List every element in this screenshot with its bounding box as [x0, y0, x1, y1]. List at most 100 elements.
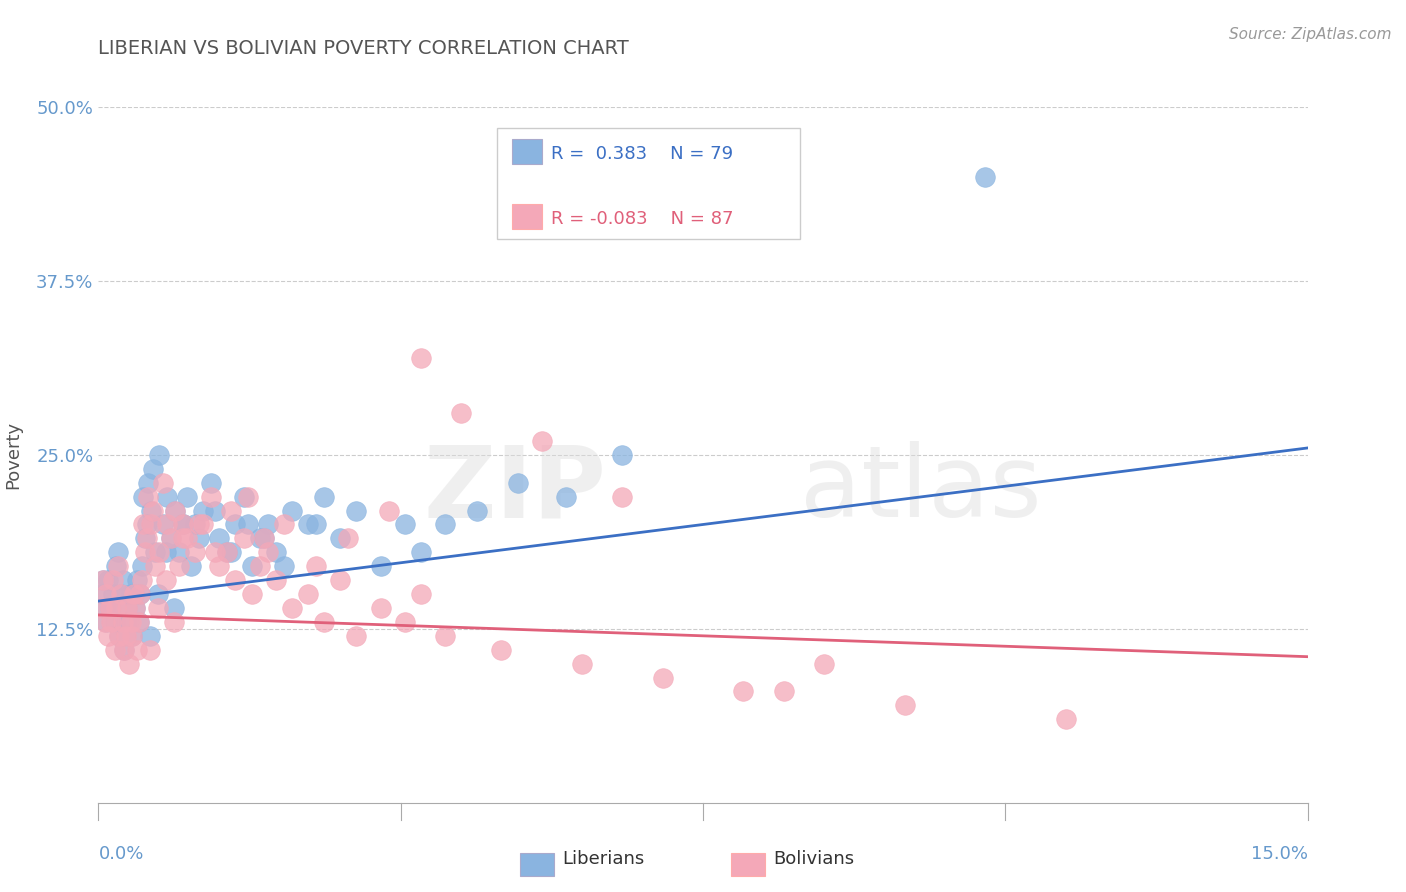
- Point: [107, 559, 129, 574]
- Point: [172, 532, 194, 546]
- Point: [651, 671, 673, 685]
- Point: [813, 657, 835, 671]
- Point: [111, 573, 134, 587]
- Point: [208, 532, 231, 546]
- Point: [217, 545, 239, 559]
- Point: [121, 629, 143, 643]
- Point: [612, 490, 634, 504]
- Point: [236, 517, 259, 532]
- Point: [155, 573, 177, 587]
- Point: [139, 629, 162, 643]
- Point: [249, 559, 271, 574]
- Point: [138, 490, 160, 504]
- Point: [329, 573, 352, 587]
- Point: [184, 517, 207, 532]
- Text: R = -0.083    N = 87: R = -0.083 N = 87: [551, 210, 734, 227]
- Point: [142, 462, 165, 476]
- Point: [143, 545, 166, 559]
- Point: [139, 642, 162, 657]
- Point: [172, 517, 194, 532]
- Point: [221, 503, 243, 517]
- Point: [264, 545, 287, 559]
- Point: [146, 587, 169, 601]
- Point: [96, 587, 118, 601]
- Point: [273, 517, 295, 532]
- Point: [253, 532, 276, 546]
- Point: [167, 545, 190, 559]
- Point: [409, 545, 432, 559]
- Point: [314, 615, 336, 629]
- Point: [370, 559, 392, 574]
- Point: [115, 601, 138, 615]
- Point: [128, 615, 150, 629]
- Point: [132, 517, 155, 532]
- Text: 15.0%: 15.0%: [1250, 845, 1308, 863]
- Point: [124, 601, 146, 615]
- Point: [152, 475, 174, 490]
- Point: [240, 559, 263, 574]
- Point: [155, 545, 177, 559]
- Point: [110, 587, 132, 601]
- Point: [176, 490, 198, 504]
- Point: [114, 629, 136, 643]
- Point: [193, 503, 215, 517]
- Point: [131, 573, 153, 587]
- Point: [91, 573, 114, 587]
- Point: [100, 601, 122, 615]
- Point: [121, 629, 143, 643]
- Point: [103, 615, 125, 629]
- Point: [232, 490, 254, 504]
- Point: [329, 532, 352, 546]
- Point: [571, 657, 593, 671]
- Point: [91, 587, 114, 601]
- Point: [204, 545, 226, 559]
- Point: [120, 587, 142, 601]
- Point: [409, 587, 432, 601]
- Point: [434, 629, 457, 643]
- Point: [204, 503, 226, 517]
- Point: [97, 573, 120, 587]
- Point: [184, 545, 207, 559]
- Point: [217, 545, 239, 559]
- Point: [163, 503, 186, 517]
- Point: [120, 615, 142, 629]
- Point: [256, 517, 278, 532]
- Point: [297, 517, 319, 532]
- Point: [101, 573, 124, 587]
- Point: [377, 503, 399, 517]
- Text: 0.0%: 0.0%: [98, 845, 143, 863]
- Point: [114, 615, 136, 629]
- Point: [118, 615, 141, 629]
- Point: [105, 559, 128, 574]
- Point: [163, 503, 186, 517]
- Point: [612, 448, 634, 462]
- Point: [98, 601, 121, 615]
- Point: [124, 601, 146, 615]
- Point: [172, 517, 194, 532]
- Point: [232, 532, 254, 546]
- Point: [135, 532, 157, 546]
- Point: [236, 490, 259, 504]
- Point: [394, 615, 416, 629]
- Point: [118, 657, 141, 671]
- Point: [160, 532, 183, 546]
- Point: [115, 601, 138, 615]
- Point: [172, 517, 194, 532]
- Point: [135, 517, 157, 532]
- Point: [530, 434, 553, 448]
- Text: Bolivians: Bolivians: [773, 850, 855, 868]
- Point: [91, 601, 114, 615]
- Point: [193, 517, 215, 532]
- Point: [506, 475, 529, 490]
- Point: [139, 503, 162, 517]
- Point: [221, 545, 243, 559]
- Point: [107, 629, 129, 643]
- Point: [156, 490, 179, 504]
- Point: [208, 559, 231, 574]
- Point: [127, 573, 149, 587]
- Point: [893, 698, 915, 713]
- Point: [200, 490, 222, 504]
- Point: [98, 601, 121, 615]
- Point: [122, 587, 145, 601]
- Point: [434, 517, 457, 532]
